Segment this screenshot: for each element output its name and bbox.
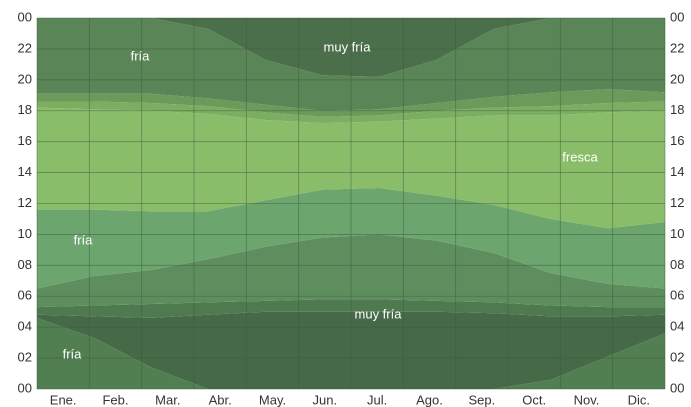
x-tick-label: Nov.: [574, 392, 600, 407]
annotation: fría: [131, 48, 151, 63]
y-tick-label: 04: [18, 319, 32, 334]
annotation: fría: [63, 346, 83, 361]
y2-tick-label: 16: [670, 133, 684, 148]
x-tick-label: Sep.: [468, 392, 495, 407]
annotation: muy fría: [324, 39, 372, 54]
y2-tick-label: 20: [670, 71, 684, 86]
y2-tick-label: 10: [670, 226, 684, 241]
y2-tick-label: 00: [670, 380, 684, 395]
x-tick-label: Jun.: [313, 392, 338, 407]
y-tick-label: 00: [18, 9, 32, 24]
y2-tick-label: 00: [670, 9, 684, 24]
x-tick-label: Ene.: [50, 392, 77, 407]
x-tick-label: Jul.: [367, 392, 387, 407]
y2-tick-label: 14: [670, 164, 684, 179]
y2-tick-label: 08: [670, 257, 684, 272]
annotation: muy fría: [355, 306, 403, 321]
y2-tick-label: 06: [670, 288, 684, 303]
y2-tick-label: 12: [670, 195, 684, 210]
y-tick-label: 08: [18, 257, 32, 272]
annotation: fría: [74, 232, 94, 247]
x-tick-label: Feb.: [102, 392, 128, 407]
y-tick-label: 20: [18, 71, 32, 86]
x-tick-label: Abr.: [209, 392, 232, 407]
y-tick-label: 18: [18, 102, 32, 117]
y2-tick-label: 02: [670, 350, 684, 365]
y-tick-label: 02: [18, 350, 32, 365]
y2-tick-label: 18: [670, 102, 684, 117]
x-tick-label: Mar.: [155, 392, 180, 407]
y-tick-label: 00: [18, 380, 32, 395]
y-tick-label: 12: [18, 195, 32, 210]
y2-tick-label: 22: [670, 40, 684, 55]
x-tick-label: Dic.: [628, 392, 650, 407]
y-tick-label: 06: [18, 288, 32, 303]
y-tick-label: 10: [18, 226, 32, 241]
y-tick-label: 14: [18, 164, 32, 179]
y2-tick-label: 04: [670, 319, 684, 334]
x-tick-label: May.: [259, 392, 286, 407]
y-tick-label: 22: [18, 40, 32, 55]
annotation: fresca: [562, 149, 598, 164]
y-tick-label: 16: [18, 133, 32, 148]
area-band: [37, 317, 665, 389]
x-tick-label: Oct.: [522, 392, 546, 407]
x-tick-label: Ago.: [416, 392, 443, 407]
